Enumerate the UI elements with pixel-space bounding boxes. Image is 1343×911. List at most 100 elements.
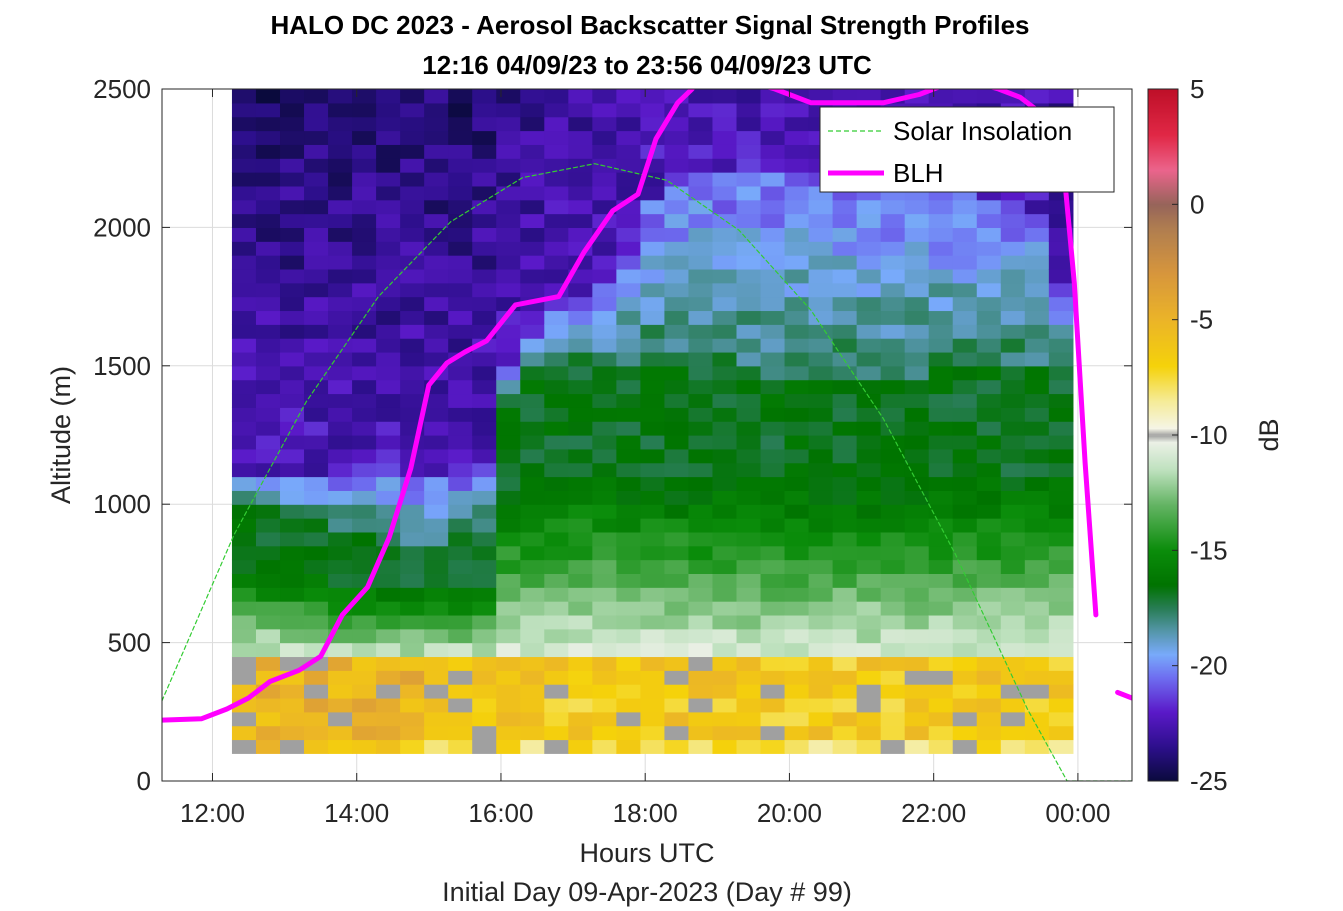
heatmap-cell — [568, 711, 593, 727]
heatmap-cell — [640, 268, 666, 284]
heatmap-cell — [592, 351, 617, 367]
heatmap-cell — [688, 601, 714, 616]
heatmap-cell — [688, 185, 714, 201]
heatmap-cell — [400, 490, 425, 505]
heatmap-cell — [496, 531, 521, 547]
heatmap-cell — [231, 338, 257, 353]
heatmap-cell — [231, 199, 257, 215]
heatmap-cell — [544, 490, 569, 505]
heatmap-cell — [448, 448, 473, 464]
heatmap-cell — [328, 656, 353, 671]
heatmap-cell — [904, 227, 930, 242]
heatmap-cell — [544, 684, 569, 699]
heatmap-cell — [231, 172, 257, 187]
heatmap-cell — [1048, 739, 1074, 754]
heatmap-cell — [760, 531, 786, 547]
heatmap-cell — [1000, 656, 1026, 671]
heatmap-cell — [616, 241, 641, 256]
heatmap-cell — [280, 656, 305, 671]
heatmap-cell — [880, 310, 906, 325]
heatmap-cell — [1000, 518, 1026, 533]
colorbar-slice — [1148, 395, 1178, 398]
heatmap-cell — [544, 116, 569, 132]
heatmap-cell — [1048, 587, 1074, 602]
heatmap-cell — [760, 199, 786, 215]
heatmap-cell — [328, 365, 353, 381]
heatmap-cell — [1024, 739, 1050, 754]
heatmap-cell — [352, 725, 377, 741]
heatmap-cell — [1048, 711, 1074, 727]
heatmap-cell — [255, 421, 281, 436]
colorbar-slice — [1148, 611, 1178, 614]
heatmap-cell — [280, 213, 305, 228]
colorbar-slice — [1148, 649, 1178, 652]
heatmap-cell — [544, 324, 569, 339]
colorbar-slice — [1148, 319, 1178, 322]
heatmap-cell — [616, 614, 641, 630]
heatmap-cell — [520, 711, 545, 727]
heatmap-cell — [880, 421, 906, 436]
heatmap-cell — [472, 697, 497, 713]
colorbar-slice — [1148, 307, 1178, 310]
heatmap-cell — [520, 684, 545, 699]
colorbar-slice — [1148, 275, 1178, 278]
heatmap-cell — [255, 89, 281, 104]
heatmap-cell — [856, 213, 882, 228]
heatmap-cell — [760, 628, 786, 644]
heatmap-cell — [1000, 684, 1026, 699]
heatmap-cell — [231, 144, 257, 159]
colorbar-slice — [1148, 717, 1178, 720]
heatmap-cell — [304, 241, 329, 256]
heatmap-cell — [664, 670, 690, 685]
heatmap-cell — [544, 448, 569, 464]
heatmap-cell — [376, 255, 401, 270]
colorbar-slice — [1148, 549, 1178, 552]
heatmap-cell — [736, 739, 762, 754]
heatmap-cell — [568, 172, 593, 187]
heatmap-cell — [736, 490, 762, 505]
heatmap-cell — [712, 711, 738, 727]
heatmap-cell — [255, 282, 281, 298]
heatmap-cell — [712, 407, 738, 422]
colorbar-slice — [1148, 745, 1178, 748]
heatmap-cell — [592, 172, 617, 187]
colorbar-slice — [1148, 725, 1178, 728]
heatmap-cell — [640, 739, 666, 754]
heatmap-cell — [472, 130, 497, 145]
heatmap-cell — [1024, 448, 1050, 464]
colorbar-slice — [1148, 323, 1178, 326]
heatmap-cell — [856, 531, 882, 547]
heatmap-cell — [400, 670, 425, 685]
colorbar-slice — [1148, 547, 1178, 550]
colorbar-slice — [1148, 173, 1178, 176]
heatmap-cell — [424, 185, 449, 201]
heatmap-cell — [688, 435, 714, 450]
heatmap-cell — [280, 158, 305, 173]
heatmap-cell — [280, 324, 305, 339]
heatmap-cell — [736, 448, 762, 464]
colorbar-slice — [1148, 137, 1178, 140]
heatmap-cell — [592, 711, 617, 727]
heatmap-cell — [832, 268, 858, 284]
heatmap-cell — [304, 559, 329, 574]
heatmap-cell — [376, 365, 401, 381]
colorbar-slice — [1148, 265, 1178, 268]
heatmap-cell — [736, 711, 762, 727]
heatmap-cell — [376, 351, 401, 367]
heatmap-cell — [880, 656, 906, 671]
heatmap-cell — [664, 407, 690, 422]
heatmap-cell — [400, 144, 425, 159]
heatmap-cell — [976, 435, 1002, 450]
colorbar-slice — [1148, 525, 1178, 528]
heatmap-cell — [784, 268, 810, 284]
heatmap-cell — [328, 407, 353, 422]
colorbar-slice — [1148, 763, 1178, 766]
heatmap-cell — [952, 421, 978, 436]
colorbar-slice — [1148, 613, 1178, 616]
heatmap-cell — [928, 448, 954, 464]
heatmap-cell — [880, 365, 906, 381]
heatmap-cell — [640, 601, 666, 616]
heatmap-cell — [304, 393, 329, 408]
heatmap-cell — [376, 421, 401, 436]
colorbar-slice — [1148, 187, 1178, 190]
